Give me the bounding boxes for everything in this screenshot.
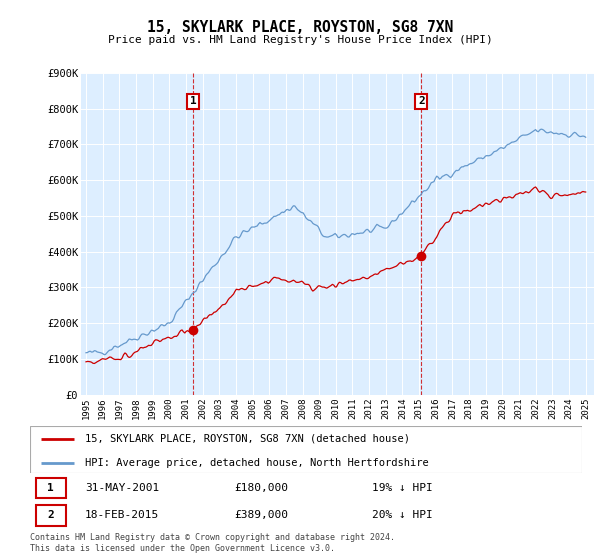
- Text: £389,000: £389,000: [234, 511, 288, 520]
- Text: 31-MAY-2001: 31-MAY-2001: [85, 483, 160, 493]
- Text: 19% ↓ HPI: 19% ↓ HPI: [372, 483, 433, 493]
- FancyBboxPatch shape: [35, 478, 66, 498]
- Text: 15, SKYLARK PLACE, ROYSTON, SG8 7XN: 15, SKYLARK PLACE, ROYSTON, SG8 7XN: [147, 20, 453, 35]
- Text: 1: 1: [47, 483, 54, 493]
- Text: 2: 2: [418, 96, 425, 106]
- Text: Contains HM Land Registry data © Crown copyright and database right 2024.
This d: Contains HM Land Registry data © Crown c…: [30, 533, 395, 553]
- Text: Price paid vs. HM Land Registry's House Price Index (HPI): Price paid vs. HM Land Registry's House …: [107, 35, 493, 45]
- Text: 15, SKYLARK PLACE, ROYSTON, SG8 7XN (detached house): 15, SKYLARK PLACE, ROYSTON, SG8 7XN (det…: [85, 434, 410, 444]
- Text: HPI: Average price, detached house, North Hertfordshire: HPI: Average price, detached house, Nort…: [85, 458, 429, 468]
- Text: 18-FEB-2015: 18-FEB-2015: [85, 511, 160, 520]
- Text: 20% ↓ HPI: 20% ↓ HPI: [372, 511, 433, 520]
- Text: £180,000: £180,000: [234, 483, 288, 493]
- FancyBboxPatch shape: [35, 505, 66, 526]
- Text: 2: 2: [47, 511, 54, 520]
- Text: 1: 1: [190, 96, 196, 106]
